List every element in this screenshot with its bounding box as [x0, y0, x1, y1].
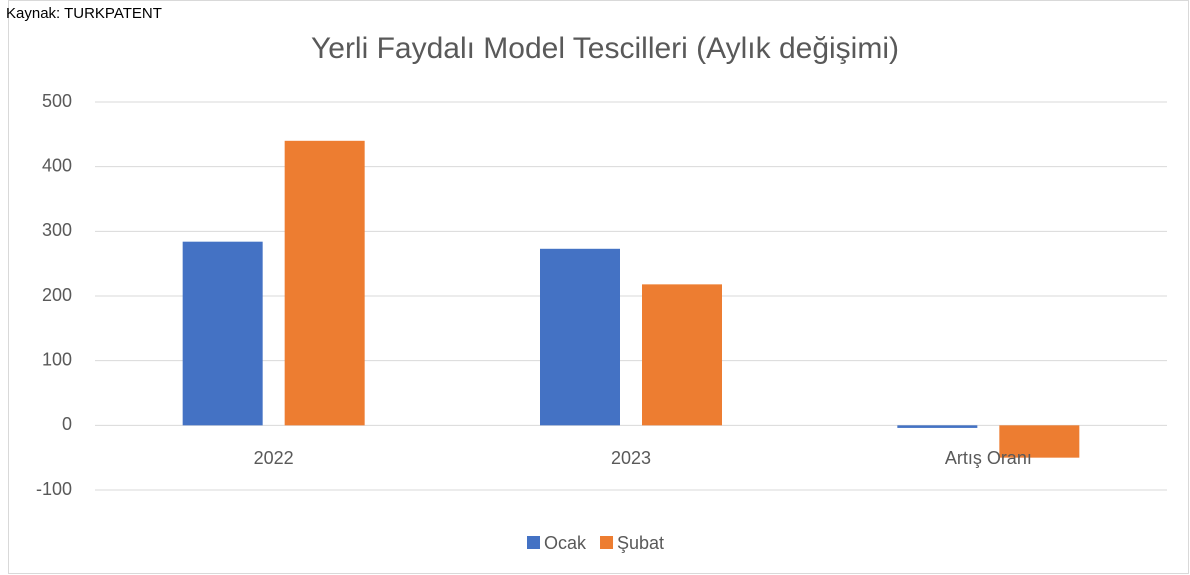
chart-title: Yerli Faydalı Model Tescilleri (Aylık de… [311, 32, 899, 65]
y-tick-label: -100 [36, 479, 72, 499]
bar [182, 241, 263, 426]
bar [999, 425, 1080, 458]
y-tick-label: 300 [42, 220, 72, 240]
bar [284, 140, 365, 426]
legend-swatch [527, 536, 540, 549]
y-tick-label: 500 [42, 91, 72, 111]
x-tick-label: Artış Oranı [945, 448, 1032, 468]
x-tick-label: 2023 [611, 448, 651, 468]
y-tick-label: 0 [62, 414, 72, 434]
source-label: Kaynak: TURKPATENT [6, 5, 162, 22]
legend-swatch [600, 536, 614, 549]
y-tick-label: 400 [42, 155, 72, 175]
legend-label: Ocak [544, 533, 587, 553]
legend-label: Şubat [617, 533, 664, 553]
x-tick-label: 2022 [254, 448, 294, 468]
bar [540, 248, 620, 426]
y-tick-label: 200 [42, 285, 72, 305]
bar [642, 284, 722, 426]
bar [897, 425, 978, 428]
y-tick-label: 100 [42, 349, 72, 369]
